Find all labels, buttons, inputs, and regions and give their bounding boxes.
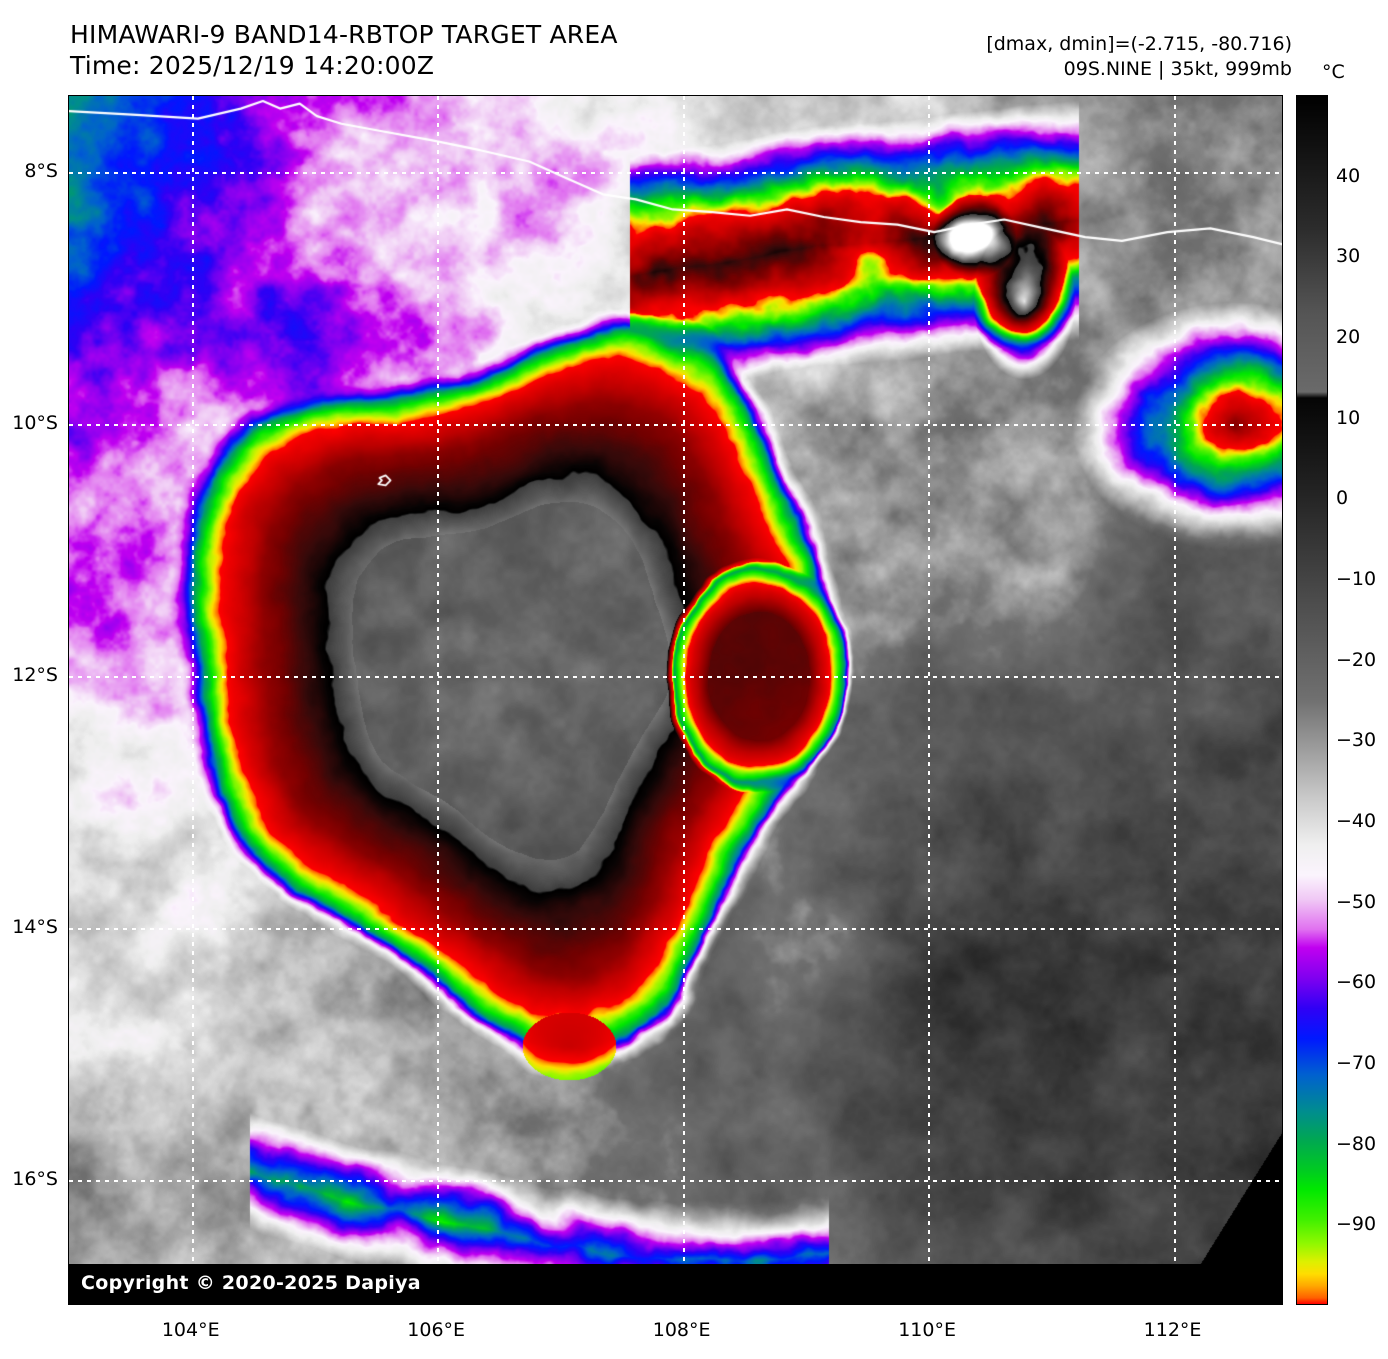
gridline-lon <box>437 96 440 1304</box>
colorbar-tick-label: −20 <box>1336 648 1377 671</box>
colorbar-tick-label: −90 <box>1336 1213 1377 1236</box>
colorbar-tick-label: −80 <box>1336 1132 1377 1155</box>
longitude-tick-label: 104°E <box>161 1319 220 1341</box>
colorbar-unit-label: °C <box>1322 61 1345 83</box>
colorbar-tick-label: −70 <box>1336 1052 1377 1074</box>
page-title: HIMAWARI-9 BAND14-RBTOP TARGET AREA <box>70 20 618 49</box>
longitude-tick-label: 106°E <box>407 1319 466 1341</box>
gridline-lon <box>682 96 685 1304</box>
gridline-lat <box>69 423 1282 426</box>
title-block: HIMAWARI-9 BAND14-RBTOP TARGET AREA Time… <box>70 20 618 81</box>
dmax-dmin-label: [dmax, dmin]=(-2.715, -80.716) <box>986 33 1292 55</box>
gridline-lat <box>69 675 1282 678</box>
colorbar-tick-label: 0 <box>1336 487 1349 510</box>
gridline-lon <box>1173 96 1176 1304</box>
colorbar-tick-label: 10 <box>1336 406 1361 429</box>
latitude-tick-label: 10°S <box>12 411 58 434</box>
colorbar-tick-label: −60 <box>1336 971 1377 994</box>
infrared-brightness-temperature-raster <box>69 96 1282 1304</box>
metadata-block: [dmax, dmin]=(-2.715, -80.716) 09S.NINE … <box>986 32 1292 81</box>
temperature-colorbar: 40 30 20 10 0 −10 −20 −30 −40 −50 −60 −70 −80 −90 <box>1296 95 1376 1305</box>
copyright-bar: Copyright © 2020-2025 Dapiya <box>69 1264 1282 1304</box>
timestamp-label: Time: 2025/12/19 14:20:00Z <box>70 50 435 80</box>
gridline-lat <box>69 171 1282 174</box>
gridline-lat <box>69 927 1282 930</box>
latitude-tick-label: 8°S <box>24 159 58 182</box>
colorbar-tick-label: 40 <box>1336 164 1361 187</box>
longitude-tick-label: 108°E <box>652 1319 711 1341</box>
longitude-tick-label: 112°E <box>1143 1319 1202 1341</box>
colorbar-gradient <box>1296 95 1328 1305</box>
colorbar-tick-label: −30 <box>1336 729 1377 752</box>
longitude-tick-label: 110°E <box>898 1319 956 1341</box>
copyright-label: Copyright © 2020-2025 Dapiya <box>81 1272 421 1294</box>
gridline-lon <box>191 96 194 1304</box>
storm-info-label: 09S.NINE | 35kt, 999mb <box>1063 57 1292 80</box>
colorbar-tick-label: −50 <box>1336 890 1377 913</box>
latitude-tick-label: 12°S <box>12 663 58 686</box>
colorbar-tick-label: 20 <box>1336 326 1361 348</box>
satellite-image-plot: Copyright © 2020-2025 Dapiya <box>68 95 1283 1305</box>
colorbar-tick-label: −40 <box>1336 810 1377 832</box>
gridline-lat <box>69 1179 1282 1182</box>
latitude-tick-label: 16°S <box>12 1167 58 1190</box>
gridline-lon <box>928 96 931 1304</box>
colorbar-tick-label: 30 <box>1336 245 1361 268</box>
colorbar-tick-label: −10 <box>1336 568 1377 590</box>
latitude-tick-label: 14°S <box>12 915 58 938</box>
